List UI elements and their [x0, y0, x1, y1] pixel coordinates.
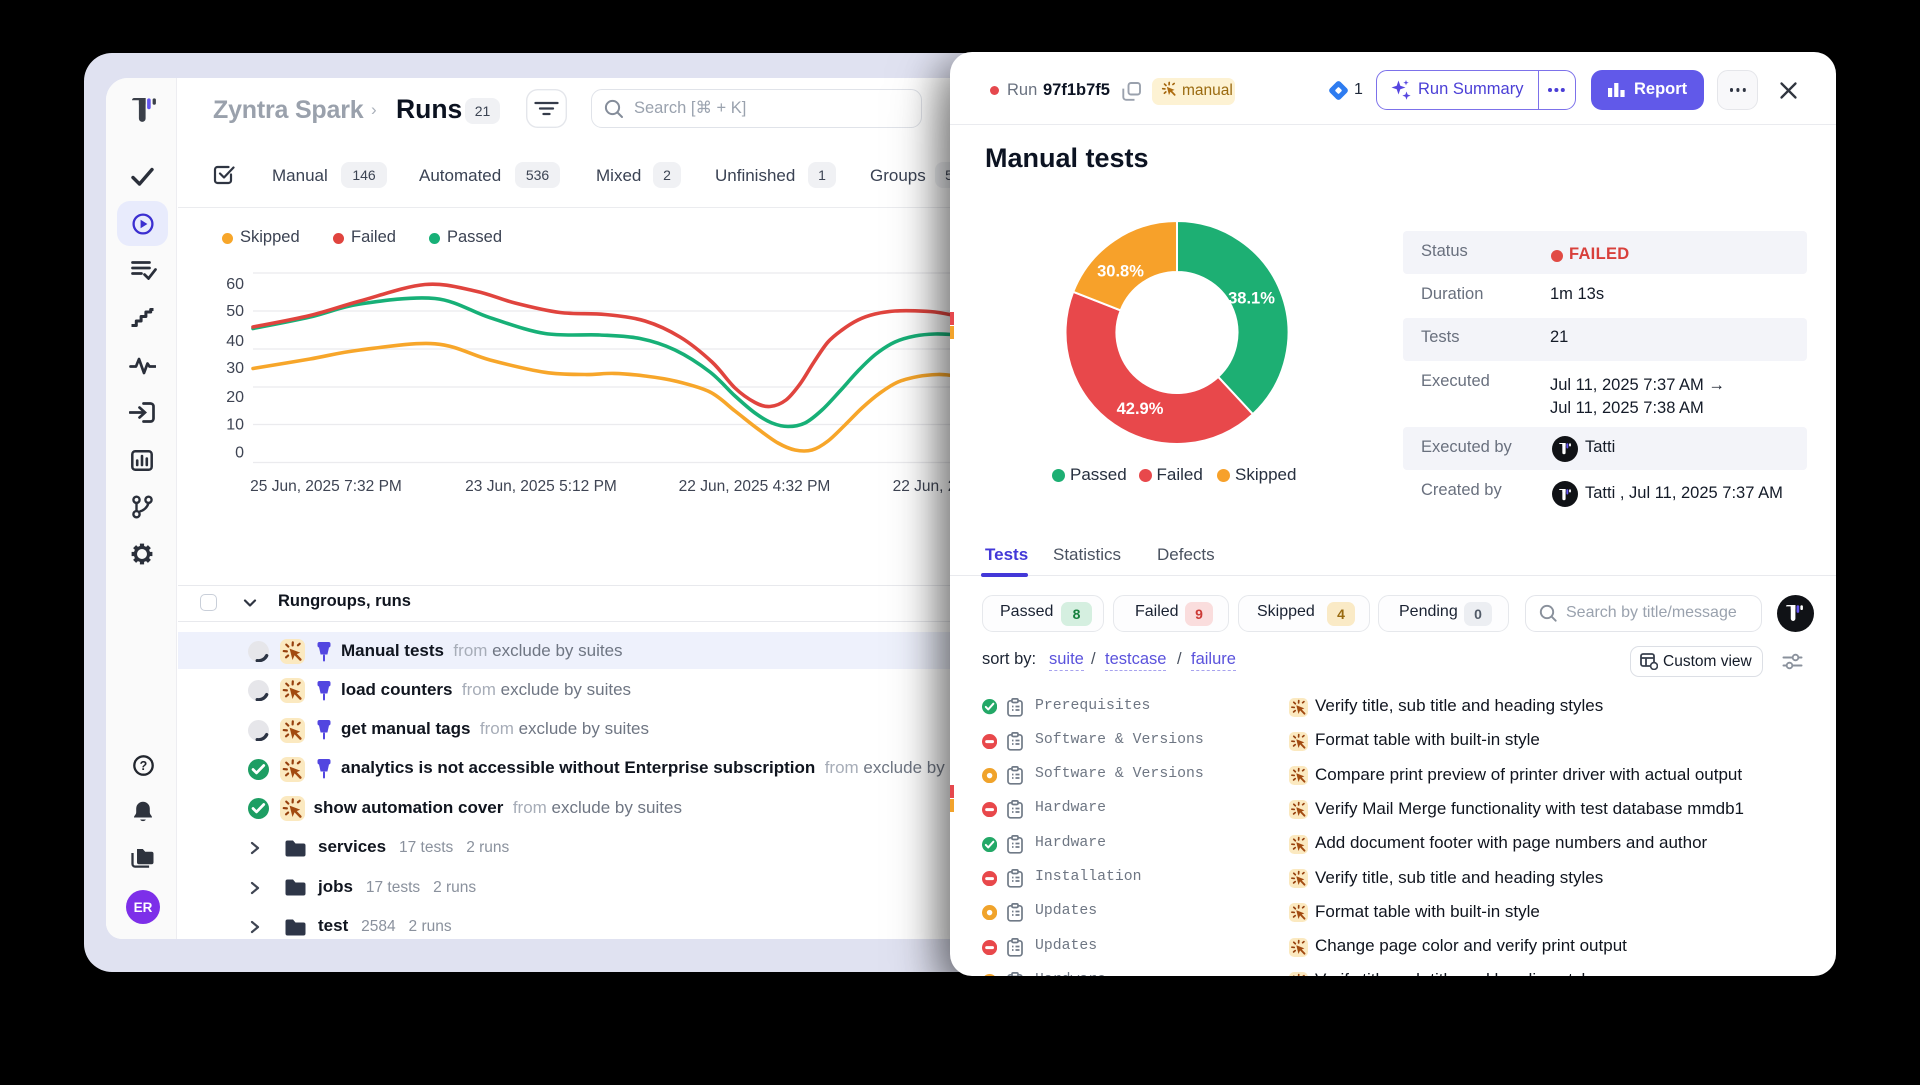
svg-text:22 Jun, 2025 9:52 AM: 22 Jun, 2025 9:52 AM	[893, 478, 968, 495]
svg-text:60: 60	[226, 276, 244, 293]
svg-text:30.8%: 30.8%	[1097, 263, 1144, 281]
svg-text:25 Jun, 2025 7:32 PM: 25 Jun, 2025 7:32 PM	[250, 478, 402, 495]
svg-text:?: ?	[140, 759, 148, 773]
svg-text:10: 10	[226, 417, 244, 434]
svg-text:40: 40	[226, 333, 244, 350]
svg-text:20: 20	[226, 389, 244, 406]
svg-text:42.9%: 42.9%	[1117, 400, 1164, 418]
svg-text:22 Jun, 2025 4:32 PM: 22 Jun, 2025 4:32 PM	[679, 478, 831, 495]
svg-text:0: 0	[235, 444, 244, 461]
svg-text:30: 30	[226, 360, 244, 377]
svg-text:38.1%: 38.1%	[1228, 290, 1275, 308]
svg-text:23 Jun, 2025 5:12 PM: 23 Jun, 2025 5:12 PM	[465, 478, 617, 495]
svg-text:50: 50	[226, 303, 244, 320]
